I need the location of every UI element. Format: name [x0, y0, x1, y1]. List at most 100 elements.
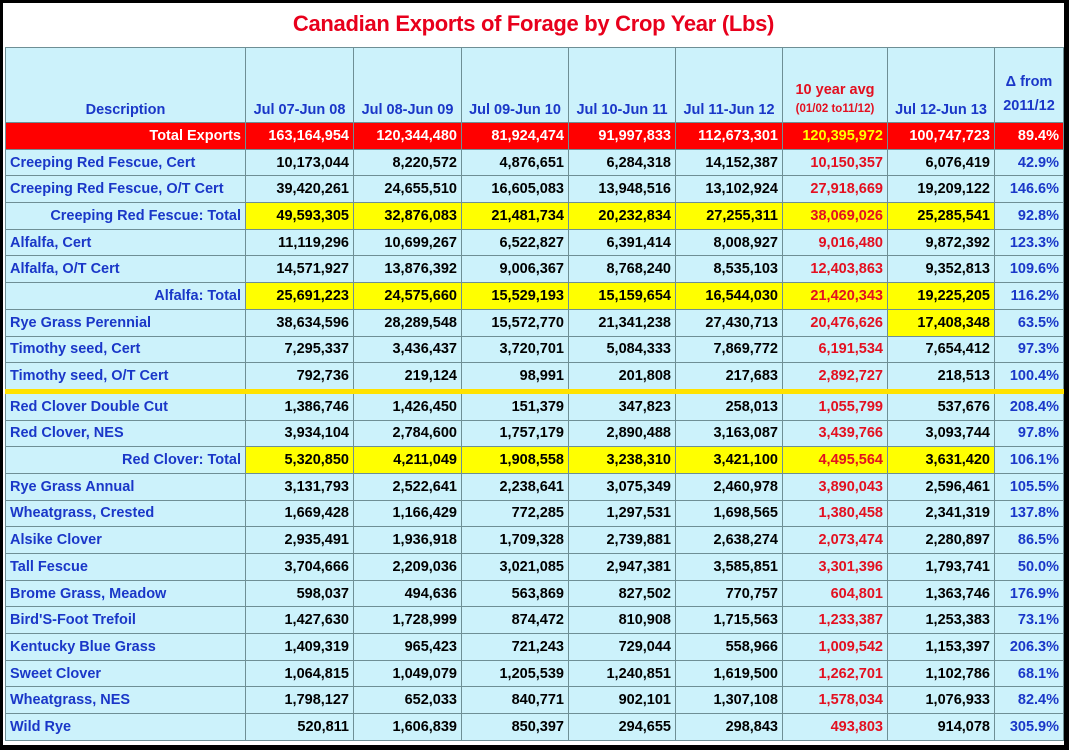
- table-row: Creeping Red Fescue, Cert 10,173,044 8,220…: [5, 148, 1064, 177]
- cell-jul09-jun10: 1,205,539: [461, 659, 569, 688]
- cell-jul08-jun09: 13,876,392: [353, 255, 462, 284]
- cell-10yr-avg: 1,380,458: [782, 499, 888, 528]
- cell-jul07-jun08: 1,409,319: [245, 633, 354, 661]
- cell-jul12-jun13: 1,793,741: [887, 553, 995, 581]
- column-header-jul12-jun13: Jul 12-Jun 13: [887, 47, 995, 123]
- cell-10yr-avg: 3,301,396: [782, 553, 888, 581]
- cell-jul08-jun09: 24,575,660: [353, 282, 462, 310]
- subtotal-row: Red Clover: Total 5,320,850 4,211,049 1,908…: [5, 446, 1064, 474]
- cell-jul07-jun08: 7,295,337: [245, 335, 354, 364]
- cell-delta: 86.5%: [994, 526, 1064, 554]
- cell-jul11-jun12: 558,966: [675, 633, 783, 661]
- cell-jul11-jun12: 2,460,978: [675, 472, 783, 501]
- table-row: Rye Grass Perennial 38,634,596 28,289,548 1…: [5, 308, 1064, 337]
- cell-jul10-jun11: 20,232,834: [568, 202, 676, 230]
- cell-jul10-jun11: 3,238,310: [568, 446, 676, 474]
- cell-jul08-jun09: 32,876,083: [353, 202, 462, 230]
- cell-jul12-jun13: 3,631,420: [887, 446, 995, 474]
- cell-10yr-avg: 604,801: [782, 579, 888, 608]
- row-label: Alfalfa, Cert: [5, 228, 246, 257]
- cell-jul08-jun09: 965,423: [353, 633, 462, 661]
- column-header-jul07-jun08: Jul 07-Jun 08: [245, 47, 354, 123]
- cell-10yr-avg: 12,403,863: [782, 255, 888, 284]
- cell-jul08-jun09: 494,636: [353, 579, 462, 608]
- cell-10yr-avg: 1,262,701: [782, 659, 888, 688]
- cell-jul11-jun12: 27,255,311: [675, 202, 783, 230]
- cell-jul10-jun11: 21,341,238: [568, 308, 676, 337]
- cell-jul12-jun13: 914,078: [887, 713, 995, 741]
- cell-jul10-jun11: 1,240,851: [568, 659, 676, 688]
- row-label: Alsike Clover: [5, 526, 246, 554]
- cell-jul08-jun09: 219,124: [353, 362, 462, 392]
- cell-delta: 106.1%: [994, 446, 1064, 474]
- row-label: Timothy seed, O/T Cert: [5, 362, 246, 392]
- cell-jul07-jun08: 5,320,850: [245, 446, 354, 474]
- cell-delta: 116.2%: [994, 282, 1064, 310]
- cell-delta: 89.4%: [994, 122, 1064, 150]
- cell-jul07-jun08: 10,173,044: [245, 148, 354, 177]
- cell-jul07-jun08: 25,691,223: [245, 282, 354, 310]
- row-label: Wild Rye: [5, 713, 246, 741]
- table-row: Wheatgrass, Crested 1,669,428 1,166,429 772…: [5, 499, 1064, 528]
- table-row: Wild Rye 520,811 1,606,839 850,397 294,655 29…: [5, 713, 1064, 741]
- cell-10yr-avg: 1,009,542: [782, 633, 888, 661]
- column-header-label: 10 year avg: [795, 82, 875, 98]
- cell-jul07-jun08: 2,935,491: [245, 526, 354, 554]
- cell-delta: 206.3%: [994, 633, 1064, 661]
- cell-jul07-jun08: 792,736: [245, 362, 354, 392]
- cell-10yr-avg: 6,191,534: [782, 335, 888, 364]
- cell-jul09-jun10: 3,720,701: [461, 335, 569, 364]
- cell-jul08-jun09: 4,211,049: [353, 446, 462, 474]
- row-label: Total Exports: [5, 122, 246, 150]
- table-row: Tall Fescue 3,704,666 2,209,036 3,021,085 2,…: [5, 553, 1064, 581]
- cell-10yr-avg: 3,890,043: [782, 472, 888, 501]
- cell-10yr-avg: 1,578,034: [782, 686, 888, 715]
- cell-jul12-jun13: 1,363,746: [887, 579, 995, 608]
- cell-jul11-jun12: 8,008,927: [675, 228, 783, 257]
- cell-jul11-jun12: 14,152,387: [675, 148, 783, 177]
- cell-jul11-jun12: 3,585,851: [675, 553, 783, 581]
- cell-jul12-jun13: 2,596,461: [887, 472, 995, 501]
- column-header-jul09-jun10: Jul 09-Jun 10: [461, 47, 569, 123]
- cell-jul10-jun11: 91,997,833: [568, 122, 676, 150]
- cell-jul10-jun11: 2,947,381: [568, 553, 676, 581]
- table-row: Timothy seed, O/T Cert 792,736 219,124 98,9…: [5, 362, 1064, 392]
- cell-jul11-jun12: 258,013: [675, 388, 783, 421]
- cell-jul09-jun10: 1,757,179: [461, 419, 569, 448]
- cell-10yr-avg: 38,069,026: [782, 202, 888, 230]
- cell-jul09-jun10: 874,472: [461, 606, 569, 635]
- cell-jul11-jun12: 3,163,087: [675, 419, 783, 448]
- cell-jul09-jun10: 850,397: [461, 713, 569, 741]
- cell-delta: 105.5%: [994, 472, 1064, 501]
- table-row: Wheatgrass, NES 1,798,127 652,033 840,771 90…: [5, 686, 1064, 715]
- cell-delta: 42.9%: [994, 148, 1064, 177]
- cell-delta: 109.6%: [994, 255, 1064, 284]
- cell-jul10-jun11: 8,768,240: [568, 255, 676, 284]
- cell-jul09-jun10: 2,238,641: [461, 472, 569, 501]
- forage-exports-table: Description Jul 07-Jun 08 Jul 08-Jun 09 Jul…: [5, 47, 1064, 741]
- cell-jul07-jun08: 1,386,746: [245, 388, 354, 421]
- cell-delta: 92.8%: [994, 202, 1064, 230]
- cell-10yr-avg: 120,395,972: [782, 122, 888, 150]
- column-header-jul11-jun12: Jul 11-Jun 12: [675, 47, 783, 123]
- cell-jul09-jun10: 4,876,651: [461, 148, 569, 177]
- cell-jul12-jun13: 1,102,786: [887, 659, 995, 688]
- cell-jul11-jun12: 16,544,030: [675, 282, 783, 310]
- cell-jul08-jun09: 1,049,079: [353, 659, 462, 688]
- column-header-label: Δ from: [1005, 74, 1053, 90]
- cell-10yr-avg: 4,495,564: [782, 446, 888, 474]
- cell-jul07-jun08: 14,571,927: [245, 255, 354, 284]
- cell-jul10-jun11: 827,502: [568, 579, 676, 608]
- cell-jul12-jun13: 25,285,541: [887, 202, 995, 230]
- cell-jul08-jun09: 28,289,548: [353, 308, 462, 337]
- cell-jul12-jun13: 537,676: [887, 388, 995, 421]
- cell-jul07-jun08: 3,131,793: [245, 472, 354, 501]
- cell-jul12-jun13: 100,747,723: [887, 122, 995, 150]
- cell-jul07-jun08: 520,811: [245, 713, 354, 741]
- cell-jul08-jun09: 1,426,450: [353, 388, 462, 421]
- cell-jul07-jun08: 163,164,954: [245, 122, 354, 150]
- total-row: Total Exports 163,164,954 120,344,480 81,92…: [5, 122, 1064, 150]
- table-row: Sweet Clover 1,064,815 1,049,079 1,205,539 1…: [5, 659, 1064, 688]
- column-header-delta: Δ from 2011/12: [994, 47, 1064, 123]
- column-header-label: Jul 07-Jun 08: [253, 102, 346, 118]
